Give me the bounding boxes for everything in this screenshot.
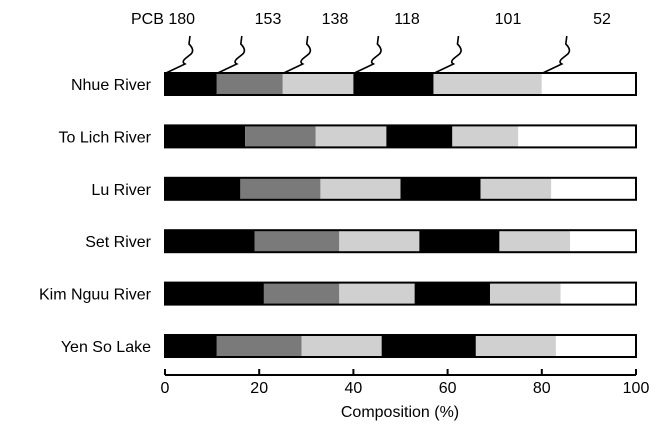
bar-outline <box>164 229 637 254</box>
bar-segment <box>240 177 321 200</box>
bar-segment <box>339 282 415 305</box>
bar-outline <box>164 281 637 306</box>
x-tick-label: 20 <box>250 380 268 397</box>
bar-segment <box>555 335 636 357</box>
bar-segment <box>216 335 302 357</box>
bar-outline <box>164 124 637 149</box>
bar-segment <box>499 230 571 253</box>
bar-segment <box>560 282 636 305</box>
series-top-label: 101 <box>495 11 522 28</box>
category-label: To Lich River <box>59 129 152 146</box>
bar-segment <box>551 177 636 200</box>
series-leader-lines <box>165 35 571 74</box>
bar-segment <box>480 177 552 200</box>
bars-group <box>164 72 637 358</box>
bar-segment <box>165 282 264 305</box>
series-top-labels: PCB 180 153 138 118 101 52 <box>131 11 611 28</box>
bar-segment <box>339 230 420 253</box>
series-leader-line <box>217 35 246 74</box>
series-leader-line <box>283 35 312 74</box>
bar-segment <box>414 282 490 305</box>
bar-segment <box>165 125 246 148</box>
bar-segment <box>165 230 255 253</box>
bar-segment <box>541 73 636 95</box>
bar-segment <box>419 230 500 253</box>
bar-segment <box>165 177 241 200</box>
category-label: Kim Nguu River <box>39 287 152 304</box>
x-tick-label: 40 <box>345 380 363 397</box>
bar-segment <box>452 125 519 148</box>
category-label: Yen So Lake <box>61 339 151 356</box>
series-top-label: PCB 180 <box>131 11 195 28</box>
bar-segment <box>165 335 217 357</box>
x-axis-title: Composition (%) <box>341 404 459 421</box>
series-leader-line <box>542 35 571 74</box>
x-tick-label: 80 <box>533 380 551 397</box>
x-tick-label: 100 <box>623 380 650 397</box>
bar-outline <box>164 72 637 96</box>
series-top-label: 52 <box>593 11 611 28</box>
series-leader-line <box>165 35 194 74</box>
category-label: Lu River <box>91 182 151 199</box>
series-top-label: 138 <box>322 11 349 28</box>
bar-segment <box>320 177 401 200</box>
bar-segment <box>282 73 354 95</box>
bar-segment <box>386 125 453 148</box>
category-labels: Nhue River To Lich River Lu River Set River… <box>39 77 152 356</box>
bar-segment <box>216 73 283 95</box>
x-axis: 0 20 40 60 80 100 <box>161 369 650 397</box>
bar-segment <box>433 73 542 95</box>
bar-outline <box>164 334 637 358</box>
series-top-label: 118 <box>394 11 420 28</box>
category-label: Nhue River <box>71 77 152 94</box>
bar-segment <box>570 230 636 253</box>
bar-segment <box>263 282 340 305</box>
bar-segment <box>518 125 636 148</box>
x-tick-label: 60 <box>439 380 457 397</box>
bar-segment <box>165 73 217 95</box>
bar-segment <box>254 230 340 253</box>
x-tick-label: 0 <box>161 380 170 397</box>
bar-segment <box>381 335 476 357</box>
bar-segment <box>245 125 316 148</box>
series-leader-line <box>354 35 382 74</box>
bar-segment <box>489 282 561 305</box>
series-leader-line <box>434 35 462 74</box>
category-label: Set River <box>85 234 151 251</box>
series-top-label: 153 <box>255 11 282 28</box>
bar-segment <box>475 335 556 357</box>
bar-segment <box>353 73 434 95</box>
bar-segment <box>400 177 481 200</box>
bar-segment <box>315 125 387 148</box>
bar-outline <box>164 176 637 201</box>
bar-segment <box>301 335 382 357</box>
